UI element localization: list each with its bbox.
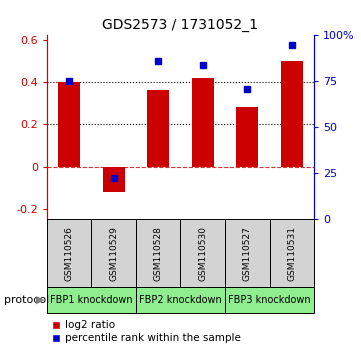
Legend: log2 ratio, percentile rank within the sample: log2 ratio, percentile rank within the s… bbox=[52, 320, 240, 343]
Text: GSM110531: GSM110531 bbox=[287, 225, 296, 281]
Bar bbox=[136, 287, 225, 313]
Bar bbox=[47, 287, 136, 313]
Bar bbox=[280, 61, 303, 167]
Bar bbox=[225, 287, 314, 313]
Text: GSM110530: GSM110530 bbox=[198, 225, 207, 281]
Text: GSM110529: GSM110529 bbox=[109, 225, 118, 281]
Text: GSM110528: GSM110528 bbox=[154, 225, 163, 281]
Text: protocol: protocol bbox=[4, 295, 49, 305]
Bar bbox=[225, 219, 270, 287]
Bar bbox=[180, 219, 225, 287]
Title: GDS2573 / 1731052_1: GDS2573 / 1731052_1 bbox=[103, 18, 258, 32]
Bar bbox=[103, 167, 125, 192]
Bar bbox=[91, 219, 136, 287]
Text: FBP3 knockdown: FBP3 knockdown bbox=[228, 295, 311, 305]
Bar bbox=[136, 219, 180, 287]
Bar bbox=[192, 78, 214, 167]
Text: GSM110527: GSM110527 bbox=[243, 225, 252, 281]
Bar bbox=[147, 90, 169, 167]
Bar bbox=[58, 82, 80, 167]
Text: ▶: ▶ bbox=[36, 295, 45, 305]
Text: FBP2 knockdown: FBP2 knockdown bbox=[139, 295, 222, 305]
Bar bbox=[270, 219, 314, 287]
Bar bbox=[47, 219, 91, 287]
Bar bbox=[236, 107, 258, 167]
Text: GSM110526: GSM110526 bbox=[65, 225, 74, 281]
Text: FBP1 knockdown: FBP1 knockdown bbox=[50, 295, 133, 305]
